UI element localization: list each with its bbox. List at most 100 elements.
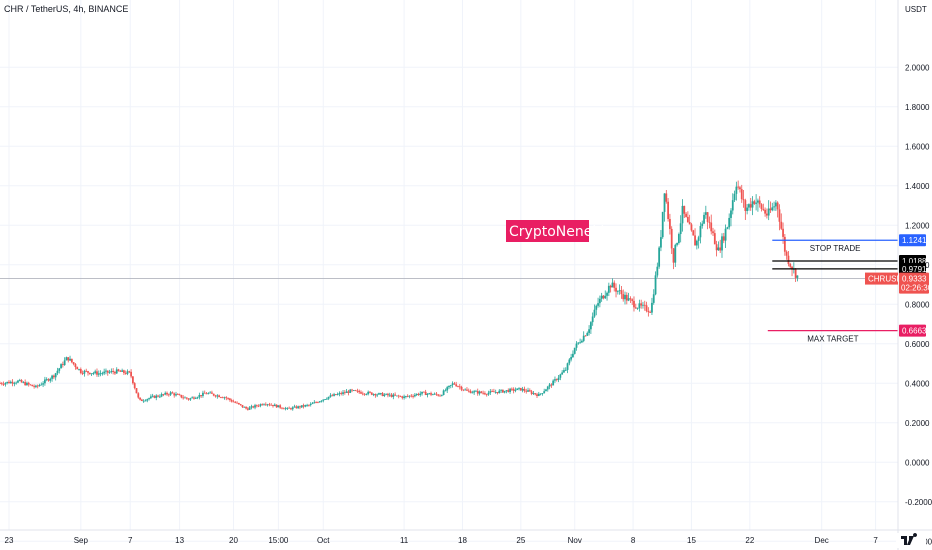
price-unit-label[interactable]: USDT: [905, 5, 927, 14]
candle-body: [101, 373, 104, 375]
candle-body: [532, 393, 535, 394]
candle-body: [424, 391, 427, 396]
candle-body: [577, 342, 580, 344]
candle-body: [627, 298, 630, 301]
candle-body: [516, 388, 519, 391]
tradingview-logo-icon[interactable]: [896, 533, 926, 548]
candle-body: [223, 397, 226, 399]
candle-body: [191, 397, 194, 399]
candle-body: [755, 202, 758, 204]
candle-body: [446, 387, 449, 391]
candle-body: [570, 357, 573, 360]
candle-body: [114, 372, 116, 374]
candle-body: [97, 373, 100, 375]
candle-body: [338, 393, 341, 395]
candle-body: [9, 381, 12, 384]
candle-body: [322, 399, 325, 401]
candle-body: [523, 388, 526, 391]
candle-body: [241, 404, 244, 408]
candle-body: [381, 393, 384, 397]
candle-body: [717, 247, 720, 251]
candle-body: [726, 227, 729, 229]
price-axis[interactable]: 2.00001.80001.60001.40001.20001.00000.80…: [905, 63, 932, 546]
candle-body: [320, 400, 323, 402]
candle-body: [469, 390, 472, 394]
candle-body: [699, 226, 702, 238]
candle-body: [739, 187, 741, 190]
candle-body: [767, 208, 770, 216]
candle-body: [769, 208, 772, 211]
candle-body: [372, 394, 375, 395]
candle-body: [749, 204, 752, 208]
candle-body: [52, 375, 55, 378]
time-axis[interactable]: 23 Sep 7 13 20 15:00 Oct 11 18 25 Nov 8 15 22 Dec 7: [5, 536, 879, 545]
candle-body: [160, 394, 163, 397]
candle-body: [634, 307, 637, 309]
candle-body: [49, 378, 52, 381]
candlestick-series: [0, 180, 799, 411]
candle-body: [157, 395, 159, 397]
stop-trade-price-tag: [899, 234, 926, 247]
candle-body: [564, 369, 567, 371]
candle-body: [507, 390, 510, 393]
candle-body: [665, 193, 668, 202]
candle-body: [677, 234, 680, 244]
candle-body: [87, 371, 89, 373]
candle-body: [618, 290, 621, 292]
candle-body: [606, 292, 608, 296]
candle-body: [643, 304, 646, 306]
candle-body: [151, 395, 154, 397]
candle-body: [476, 390, 479, 394]
candle-body: [622, 294, 625, 300]
candle-body: [352, 390, 355, 392]
candle-body: [209, 392, 212, 394]
candle-body: [128, 371, 131, 373]
candle-body: [81, 372, 84, 374]
candle-body: [207, 393, 210, 394]
candle-body: [194, 398, 197, 399]
candle-body: [225, 397, 228, 399]
candle-body: [541, 393, 544, 394]
candle-body: [742, 199, 745, 201]
candle-body: [710, 222, 713, 232]
candle-body: [54, 373, 57, 378]
candle-body: [306, 404, 309, 406]
candle-body: [376, 394, 379, 396]
candle-body: [642, 304, 644, 306]
horizontal-levels[interactable]: STOP TRADE MAX TARGET: [767, 239, 898, 344]
candle-body: [137, 393, 140, 398]
candle-body: [228, 398, 231, 401]
candle-body: [728, 217, 731, 228]
candle-body: [379, 393, 382, 394]
candle-body: [561, 372, 564, 375]
candle-body: [435, 393, 438, 395]
candle-body: [193, 397, 195, 399]
candle-body: [230, 400, 233, 402]
candle-body: [701, 223, 704, 227]
candle-body: [275, 404, 278, 408]
candle-body: [794, 269, 797, 278]
grid-lines: [0, 0, 898, 542]
candle-body: [462, 389, 465, 391]
candle-body: [451, 383, 454, 386]
x-tick-label: 7: [128, 536, 133, 545]
stop-trade-label: STOP TRADE: [810, 244, 861, 253]
candle-body: [572, 353, 574, 358]
candle-body: [654, 275, 657, 295]
max-target-price-tag: [899, 324, 926, 337]
candle-body: [512, 388, 515, 391]
candle-body: [667, 201, 670, 219]
candle-body: [132, 376, 134, 384]
candle-body: [29, 384, 32, 386]
candle-body: [633, 300, 635, 308]
candle-body: [688, 221, 691, 225]
candle-body: [44, 379, 46, 384]
x-tick-label: 13: [175, 536, 184, 545]
candle-body: [266, 404, 269, 406]
candle-body: [378, 393, 380, 395]
candle-body: [433, 393, 436, 395]
candle-body: [706, 212, 709, 222]
candle-body: [652, 294, 655, 303]
